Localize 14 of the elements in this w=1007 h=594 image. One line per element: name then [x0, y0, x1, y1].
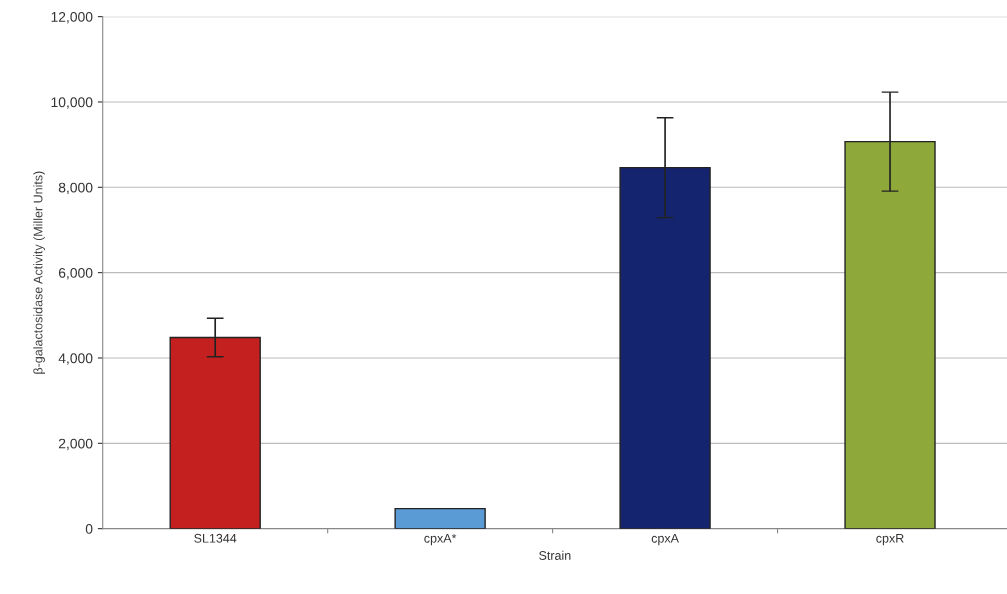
x-tick-label: cpxA: [651, 533, 679, 546]
y-tick-label: 2,000: [58, 438, 93, 451]
y-tick-label: 12,000: [51, 11, 93, 24]
x-tick-label: cpxR: [876, 533, 904, 546]
y-axis-title: β-galactosidase Activity (Miller Units): [33, 171, 45, 374]
y-tick-label: 0: [85, 523, 93, 534]
y-tick-label: 10,000: [51, 97, 93, 109]
x-axis-title: Strain: [539, 550, 571, 560]
x-tick-label: cpxA*: [424, 533, 457, 546]
y-tick-label: 4,000: [58, 353, 93, 365]
bar: [394, 507, 486, 529]
y-tick-label: 6,000: [58, 267, 93, 280]
y-tick-label: 8,000: [58, 182, 93, 195]
x-tick-label: SL1344: [194, 533, 237, 543]
